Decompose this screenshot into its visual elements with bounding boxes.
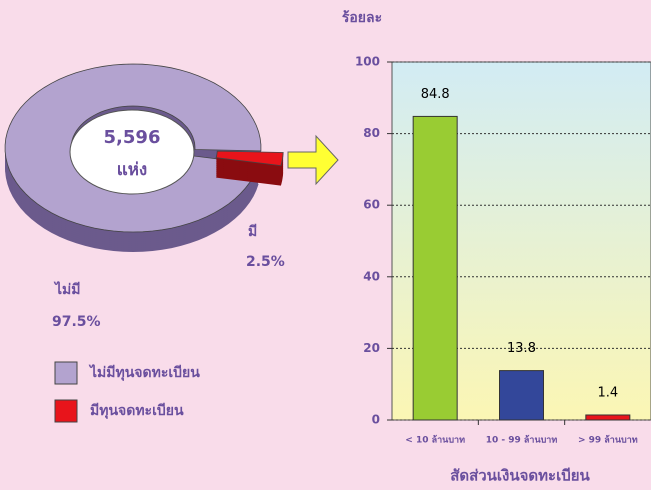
bar [499, 370, 544, 421]
x-tick-label: < 10 ล้านบาท [405, 435, 465, 446]
category-label: มี [248, 224, 257, 240]
center-disc [69, 109, 195, 195]
legend-swatch [54, 361, 78, 385]
data-label: 13.8 [507, 341, 536, 356]
y-tick-label: 100 [355, 55, 380, 69]
legend-swatch [54, 399, 78, 423]
center-label: 5,596 [104, 127, 161, 148]
x-tick-label: > 99 ล้านบาท [578, 435, 638, 446]
legend-label: มีทุนจดทะเบียน [90, 403, 184, 419]
bar [412, 115, 458, 421]
y-axis-label: ร้อยละ [342, 10, 382, 26]
legend-label: ไม่มีทุนจดทะเบียน [88, 363, 200, 381]
x-axis-label: สัดส่วนเงินจดทะเบียน [450, 467, 590, 485]
y-tick-label: 20 [363, 341, 380, 355]
x-tick-label: 10 - 99 ล้านบาท [486, 435, 558, 446]
data-label: 1.4 [597, 385, 618, 400]
y-tick-label: 60 [363, 198, 380, 212]
value-label: 97.5% [52, 314, 101, 330]
y-tick-label: 0 [372, 413, 380, 427]
bar [585, 414, 631, 421]
category-label: ไม่มี [53, 280, 81, 298]
y-tick-label: 40 [363, 269, 380, 283]
value-label: 2.5% [246, 254, 285, 270]
y-tick-label: 80 [363, 126, 380, 140]
data-label: 84.8 [421, 87, 450, 102]
pie-slice [215, 150, 284, 167]
arrow [287, 134, 339, 186]
center-label: แห่ง [117, 160, 147, 180]
